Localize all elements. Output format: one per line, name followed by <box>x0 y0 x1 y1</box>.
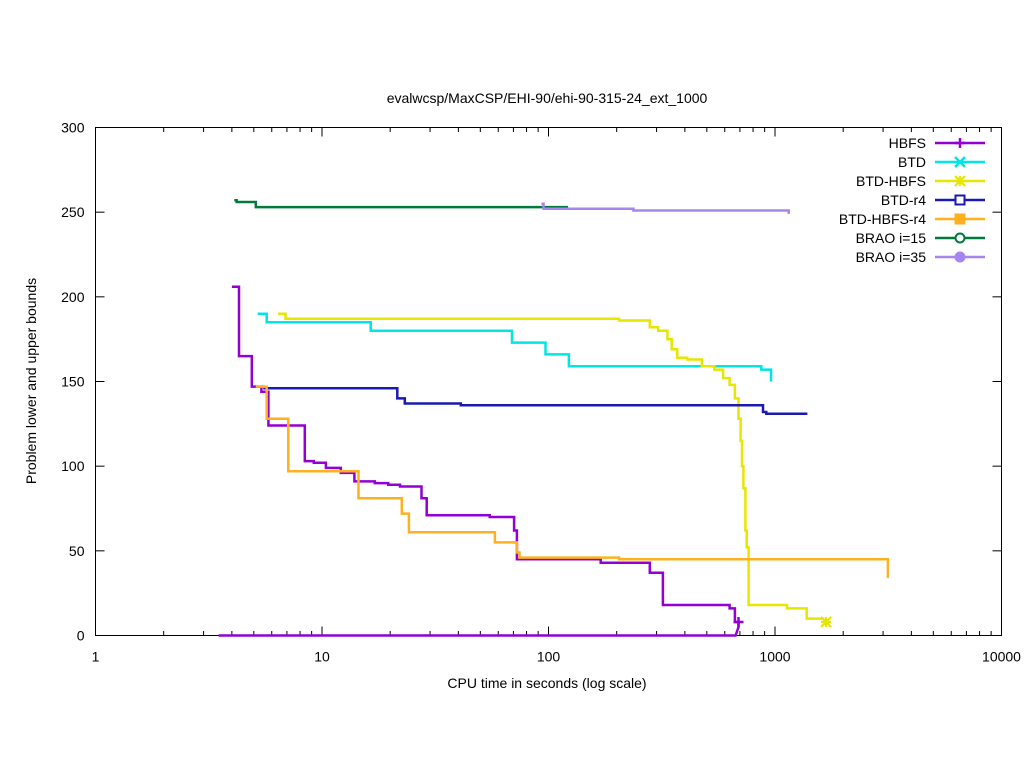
legend-label-btd-hbfs: BTD-HBFS <box>856 173 926 189</box>
x-tick-label: 1 <box>92 649 100 665</box>
series-line-btd-hbfs <box>278 312 825 620</box>
legend-label-brao-i-15: BRAO i=15 <box>856 230 927 246</box>
legend: HBFS BTD BTD-HBFS BTD-r4 BTD-HBFS-r4 BRAO i=1… <box>839 135 985 265</box>
series-line-btd-hbfs-r4 <box>255 385 890 578</box>
legend-label-btd-hbfs-r4: BTD-HBFS-r4 <box>839 211 926 227</box>
y-tick-label: 50 <box>69 543 85 559</box>
legend-marker-brao-i-15 <box>954 232 966 244</box>
legend-marker-brao-i-35 <box>954 251 966 263</box>
data-point-btd-hbfs <box>820 616 832 628</box>
y-tick-label: 200 <box>61 289 85 305</box>
legend-marker-btd-hbfs-r4 <box>954 213 966 225</box>
series-line-hbfs <box>231 285 739 624</box>
legend-marker-btd-r4 <box>954 194 966 206</box>
legend-marker-hbfs <box>955 138 965 148</box>
y-axis-label: Problem lower and upper bounds <box>23 278 39 484</box>
series-line-brao-i-35 <box>541 202 790 214</box>
legend-label-btd-r4: BTD-r4 <box>881 192 926 208</box>
legend-label-hbfs: HBFS <box>889 135 926 151</box>
y-tick-label: 300 <box>61 120 85 136</box>
series-line-btd-r4 <box>263 387 808 415</box>
series-layer <box>218 199 890 637</box>
y-tick-label: 100 <box>61 458 85 474</box>
x-tick-label: 10000 <box>982 649 1021 665</box>
legend-label-btd: BTD <box>898 154 926 170</box>
series-line-btd <box>257 312 773 382</box>
series-line-hbfs-lower <box>218 622 740 637</box>
y-tick-label: 150 <box>61 374 85 390</box>
x-tick-label: 100 <box>537 649 561 665</box>
legend-marker-btd <box>954 156 966 168</box>
x-tick-label: 10 <box>314 649 330 665</box>
y-tick-label: 0 <box>77 628 85 644</box>
axis-ticks: 0 50 100 150 200 250 300 1 10 100 1000 10000 <box>61 120 1021 665</box>
chart-title: evalwcsp/MaxCSP/EHI-90/ehi-90-315-24_ext… <box>387 90 708 106</box>
x-tick-label: 1000 <box>759 649 790 665</box>
legend-marker-btd-hbfs <box>954 175 966 187</box>
y-tick-label: 250 <box>61 204 85 220</box>
data-point-hbfs <box>733 616 744 627</box>
series-line-brao-i-15 <box>234 199 569 209</box>
x-axis-label: CPU time in seconds (log scale) <box>447 675 646 691</box>
legend-label-brao-i-35: BRAO i=35 <box>856 249 927 265</box>
